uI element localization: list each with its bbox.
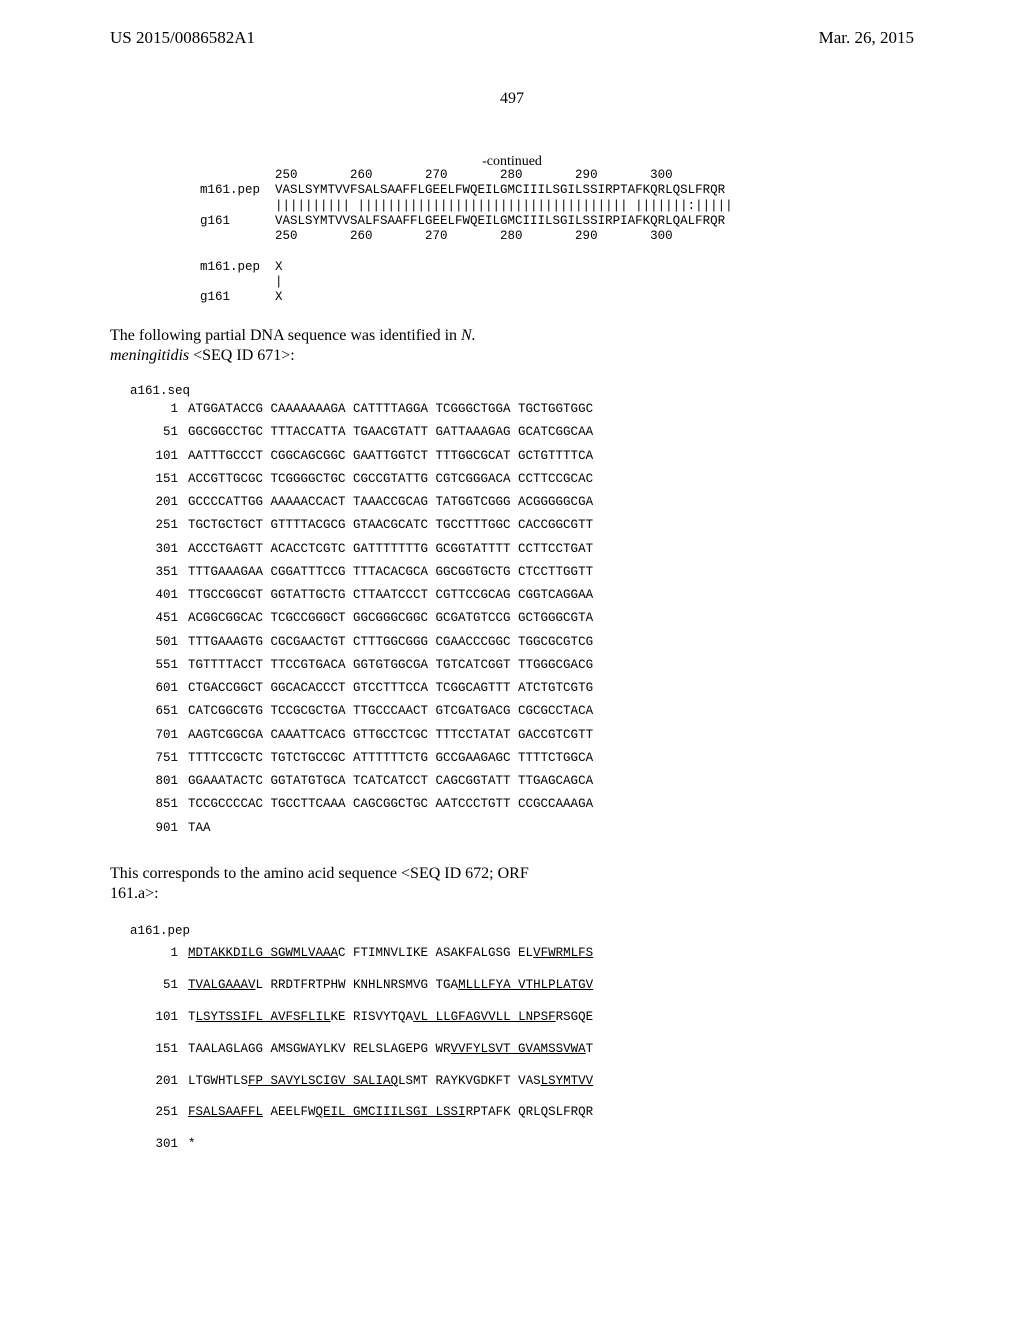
seq-pos: 251 — [130, 514, 188, 537]
seq-pos: 751 — [130, 747, 188, 770]
pep-underlined: FP SAVYLSCIGV SALIAQ — [248, 1074, 398, 1088]
header-date: Mar. 26, 2015 — [819, 28, 914, 48]
seq-pos: 601 — [130, 677, 188, 700]
seq-pos: 151 — [130, 1034, 188, 1066]
seq-pos: 1 — [130, 938, 188, 970]
dna-row: 401TTGCCGGCGT GGTATTGCTG CTTAATCCCT CGTT… — [130, 584, 593, 607]
seq-pos: 701 — [130, 724, 188, 747]
seq-pos: 451 — [130, 607, 188, 630]
dna-row: 751TTTTCCGCTC TGTCTGCCGC ATTTTTTCTG GCCG… — [130, 747, 593, 770]
pep-underlined: TVALGAAAV — [188, 978, 256, 992]
seq-pos: 801 — [130, 770, 188, 793]
seq-pos: 101 — [130, 445, 188, 468]
pep-underlined: FSALSAAFFL — [188, 1105, 263, 1119]
dna-row: 601CTGACCGGCT GGCACACCCT GTCCTTTCCA TCGG… — [130, 677, 593, 700]
dna-row: 651CATCGGCGTG TCCGCGCTGA TTGCCCAACT GTCG… — [130, 700, 593, 723]
seq-pos: 351 — [130, 561, 188, 584]
seq-pos: 851 — [130, 793, 188, 816]
pep-underlined: VL LLGFAGVVLL LNPSF — [413, 1010, 556, 1024]
dna-row: 851TCCGCCCCAC TGCCTTCAAA CAGCGGCTGC AATC… — [130, 793, 593, 816]
seq-pos: 1 — [130, 398, 188, 421]
pep-seq-label: a161.pep — [130, 924, 190, 938]
seq-pos: 201 — [130, 1066, 188, 1098]
page-number: 497 — [0, 90, 1024, 108]
pep-row: 201LTGWHTLSFP SAVYLSCIGV SALIAQLSMT RAYK… — [130, 1066, 593, 1098]
pep-underlined: LSYTSSIFL AVFSFLIL — [196, 1010, 331, 1024]
seq-pos: 51 — [130, 970, 188, 1002]
seq-pos: 501 — [130, 631, 188, 654]
pep-underlined: VFWRMLFS — [533, 946, 593, 960]
dna-row: 451ACGGCGGCAC TCGCCGGGCT GGCGGGCGGC GCGA… — [130, 607, 593, 630]
dna-seq-block: 1ATGGATACCG CAAAAAAAGA CATTTTAGGA TCGGGC… — [130, 398, 593, 840]
seq-pos: 301 — [130, 1129, 188, 1161]
seq-pos: 151 — [130, 468, 188, 491]
pep-seq-block: 1MDTAKKDILG SGWMLVAAAC FTIMNVLIKE ASAKFA… — [130, 938, 593, 1161]
pep-row: 151TAALAGLAGG AMSGWAYLKV RELSLAGEPG WRVV… — [130, 1034, 593, 1066]
pep-underlined: VVFYLSVT GVAMSSVWA — [451, 1042, 586, 1056]
dna-row: 501TTTGAAAGTG CGCGAACTGT CTTTGGCGGG CGAA… — [130, 631, 593, 654]
para1a: The following partial DNA sequence was i… — [110, 327, 461, 344]
dna-intro-paragraph: The following partial DNA sequence was i… — [110, 326, 515, 367]
dna-row: 901TAA — [130, 817, 593, 840]
header-publication: US 2015/0086582A1 — [110, 28, 255, 48]
dna-row: 51GGCGGCCTGC TTTACCATTA TGAACGTATT GATTA… — [130, 421, 593, 444]
dna-row: 701AAGTCGGCGA CAAATTCACG GTTGCCTCGC TTTC… — [130, 724, 593, 747]
seq-pos: 251 — [130, 1097, 188, 1129]
pep-intro-paragraph: This corresponds to the amino acid seque… — [110, 864, 530, 905]
pep-underlined: MLLLFYA VTHLPLATGV — [458, 978, 593, 992]
dna-row: 301ACCCTGAGTT ACACCTCGTC GATTTTTTTG GCGG… — [130, 538, 593, 561]
pep-underlined: MDTAKKDILG SGWMLVAAA — [188, 946, 338, 960]
pep-row: 1MDTAKKDILG SGWMLVAAAC FTIMNVLIKE ASAKFA… — [130, 938, 593, 970]
seq-pos: 651 — [130, 700, 188, 723]
dna-row: 251TGCTGCTGCT GTTTTACGCG GTAACGCATC TGCC… — [130, 514, 593, 537]
seq-pos: 401 — [130, 584, 188, 607]
seq-pos: 101 — [130, 1002, 188, 1034]
dna-seq-label: a161.seq — [130, 384, 190, 398]
seq-pos: 51 — [130, 421, 188, 444]
seq-pos: 551 — [130, 654, 188, 677]
dna-row: 151ACCGTTGCGC TCGGGGCTGC CGCCGTATTG CGTC… — [130, 468, 593, 491]
seq-pos: 901 — [130, 817, 188, 840]
dna-row: 201GCCCCATTGG AAAAACCACT TAAACCGCAG TATG… — [130, 491, 593, 514]
dna-row: 351TTTGAAAGAA CGGATTTCCG TTTACACGCA GGCG… — [130, 561, 593, 584]
pep-row: 51TVALGAAAVL RRDTFRTPHW KNHLNRSMVG TGAML… — [130, 970, 593, 1002]
dna-row: 801GGAAATACTC GGTATGTGCA TCATCATCCT CAGC… — [130, 770, 593, 793]
para1c: <SEQ ID 671>: — [189, 347, 295, 364]
alignment-block: 250 260 270 280 290 300 m161.pep VASLSYM… — [200, 168, 733, 305]
dna-row: 551TGTTTTACCT TTCCGTGACA GGTGTGGCGA TGTC… — [130, 654, 593, 677]
pep-row: 101TLSYTSSIFL AVFSFLILKE RISVYTQAVL LLGF… — [130, 1002, 593, 1034]
pep-underlined: QEIL GMCIIILSGI LSSI — [316, 1105, 466, 1119]
pep-underlined: LSYMTVV — [541, 1074, 594, 1088]
dna-row: 1ATGGATACCG CAAAAAAAGA CATTTTAGGA TCGGGC… — [130, 398, 593, 421]
seq-pos: 201 — [130, 491, 188, 514]
seq-pos: 301 — [130, 538, 188, 561]
pep-row: 301* — [130, 1129, 593, 1161]
pep-row: 251FSALSAAFFL AEELFWQEIL GMCIIILSGI LSSI… — [130, 1097, 593, 1129]
dna-row: 101AATTTGCCCT CGGCAGCGGC GAATTGGTCT TTTG… — [130, 445, 593, 468]
